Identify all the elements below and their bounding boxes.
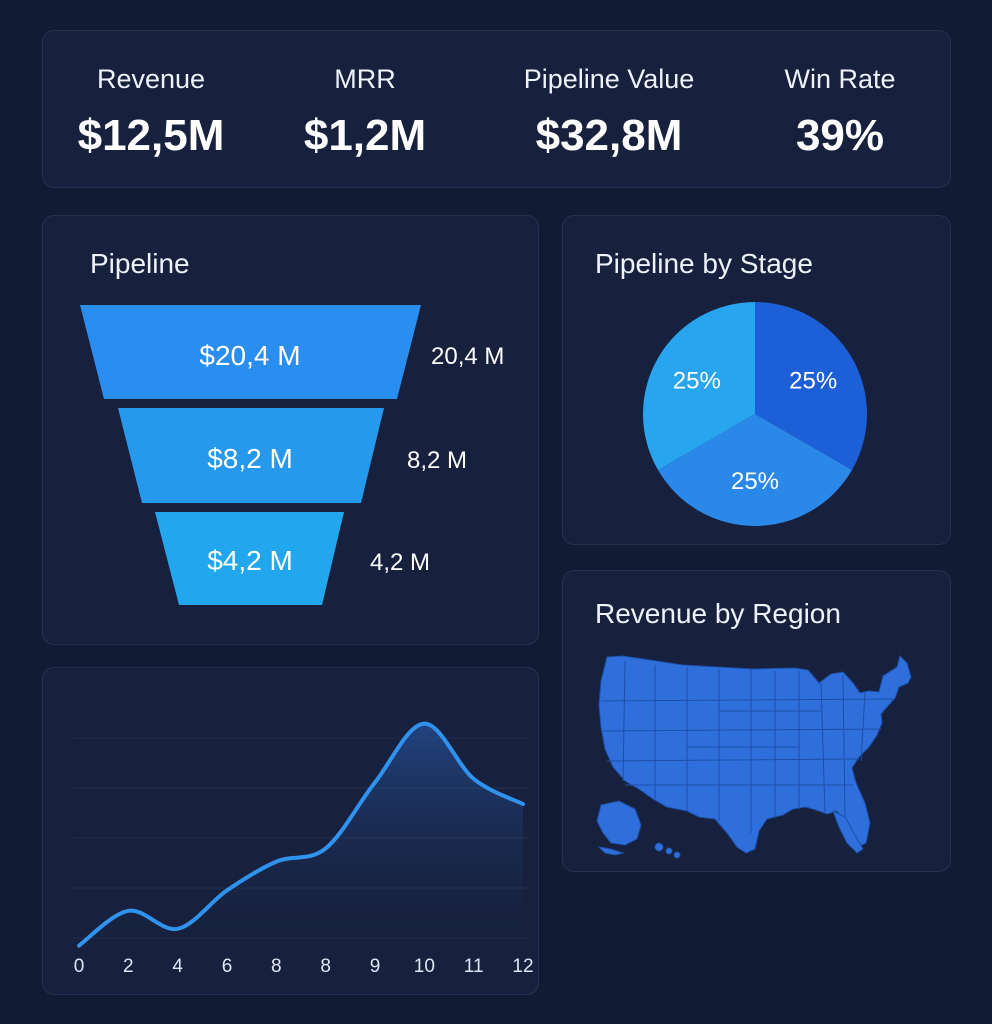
trend-line-card: 0 2 4 6 8 8 9 10 11 12 [42,667,539,995]
x-tick-label: 4 [172,956,183,977]
kpi-revenue-label: Revenue [96,64,206,94]
kpi-revenue-value: $12,5M [77,111,225,160]
x-tick-label: 6 [222,956,233,977]
funnel-stage-3-side-label: 4,2 M [370,549,430,576]
pie-slice-1 [755,302,867,470]
pie-slice-1-label: 25% [789,367,837,394]
x-tick-label: 8 [320,956,331,977]
kpi-mrr-value: $1,2M [303,111,427,160]
map-alaska-chain [597,846,625,856]
usa-map-icon [596,655,912,859]
funnel-stage-3-label: $4,2 M [207,545,293,576]
pipeline-by-stage-card: Pipeline by Stage 25% 25% 25% [562,215,951,545]
kpi-pipeline-value-value: $32,8M [535,111,683,160]
kpi-win-rate-label: Win Rate [784,64,896,94]
kpi-pipeline-value-label: Pipeline Value [523,64,695,94]
map-continental-us [598,655,912,854]
revenue-by-region-title: Revenue by Region [595,598,841,629]
map-hawaii-2 [665,847,673,855]
trend-line-chart: 0 2 4 6 8 8 9 10 11 12 [73,721,534,977]
pie-slice-2-label: 25% [731,468,779,495]
funnel-stage-1-side-label: 20,4 M [431,343,504,370]
pipeline-funnel-card: Pipeline $20,4 M $8,2 M $4,2 M 20,4 M 8,… [42,215,539,645]
funnel-stage-2-label: $8,2 M [207,443,293,474]
pie-slice-3-label: 25% [673,367,721,394]
pipeline-by-stage-title: Pipeline by Stage [595,248,813,279]
revenue-by-region-card: Revenue by Region [562,570,951,872]
x-tick-label: 0 [74,956,85,977]
map-alaska [596,800,642,846]
kpi-win-rate-value: 39% [795,111,885,160]
trend-area [79,723,523,948]
map-florida [832,809,864,854]
pipeline-by-stage-pie: 25% 25% 25% [643,302,867,526]
map-hawaii-1 [654,842,664,852]
x-tick-label: 2 [123,956,134,977]
trend-line [77,721,525,948]
kpi-mrr-label: MRR [334,64,396,94]
map-hawaii-3 [673,851,681,859]
map-state-borders [600,660,894,833]
x-tick-label: 9 [370,956,381,977]
kpi-card: Revenue $12,5M MRR $1,2M Pipeline Value … [42,30,951,188]
x-tick-label: 12 [512,956,533,977]
pipeline-funnel-title: Pipeline [90,248,190,279]
funnel-stage-2-side-label: 8,2 M [407,447,467,474]
x-tick-label: 8 [271,956,282,977]
funnel-stage-2 [118,408,384,503]
pie-slice-2 [658,414,852,526]
pipeline-funnel-chart: $20,4 M $8,2 M $4,2 M 20,4 M 8,2 M 4,2 M [80,305,504,605]
x-tick-label: 10 [414,956,435,977]
funnel-stage-1 [80,305,421,399]
funnel-stage-3 [155,512,344,605]
funnel-stage-1-label: $20,4 M [199,340,300,371]
x-tick-label: 11 [464,956,484,977]
pie-slice-3 [643,302,755,470]
